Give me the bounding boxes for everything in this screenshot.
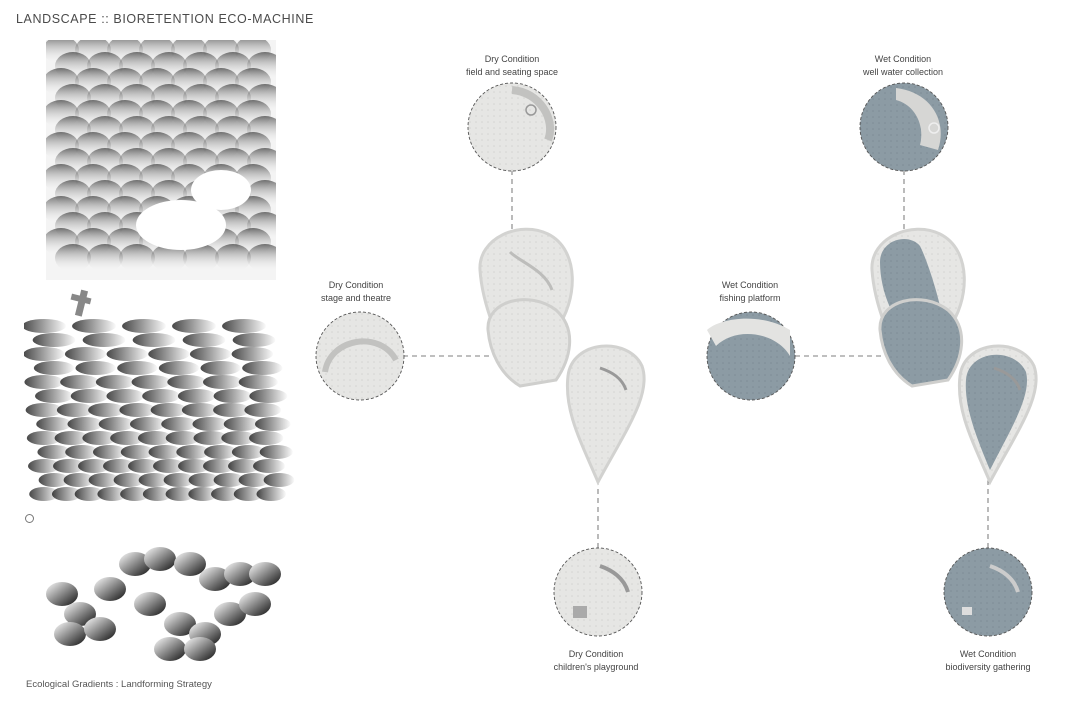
label-wet-bottom: Wet Condition biodiversity gathering [945,648,1030,674]
label-subtitle: well water collection [862,67,944,77]
label-wet-top: Wet Condition well water collection [863,53,943,79]
dry-landform-model [478,227,646,486]
label-title: Wet Condition [959,649,1017,659]
label-subtitle: biodiversity gathering [945,662,1031,672]
circle-wet-top [859,82,949,172]
label-title: Wet Condition [874,54,932,64]
small-circle-marker [25,514,34,523]
label-title: Dry Condition [568,649,624,659]
label-subtitle: stage and theatre [320,293,392,303]
wet-landform-model [870,227,1038,486]
circle-dry-top [467,82,557,172]
landform-perspective-study [24,289,295,501]
label-wet-left: Wet Condition fishing platform [719,279,780,305]
label-subtitle: children's playground [553,662,639,672]
label-dry-left: Dry Condition stage and theatre [321,279,391,305]
circle-dry-left [315,311,405,401]
circle-wet-bottom [943,547,1033,637]
label-title: Dry Condition [328,280,384,290]
circle-dry-bottom [553,547,643,637]
label-dry-bottom: Dry Condition children's playground [554,648,639,674]
footer-caption: Ecological Gradients : Landforming Strat… [26,679,212,690]
label-dry-top: Dry Condition field and seating space [466,53,558,79]
label-subtitle: fishing platform [719,293,781,303]
circle-wet-left [706,311,796,401]
label-subtitle: field and seating space [465,67,559,77]
label-title: Dry Condition [484,54,540,64]
page-title: LANDSCAPE :: BIORETENTION ECO-MACHINE [16,12,314,26]
landform-lobe-study [46,547,281,661]
landform-plan-study [46,40,276,280]
label-title: Wet Condition [721,280,779,290]
